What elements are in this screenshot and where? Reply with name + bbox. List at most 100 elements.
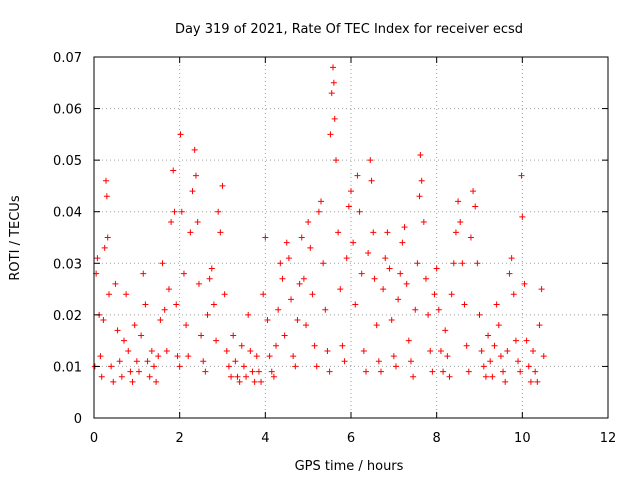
data-point xyxy=(104,234,111,241)
data-point xyxy=(354,172,361,179)
data-point xyxy=(326,368,333,375)
data-point xyxy=(386,265,393,272)
data-point xyxy=(255,368,262,375)
data-point xyxy=(195,280,202,287)
data-point xyxy=(187,229,194,236)
data-point xyxy=(213,337,220,344)
data-point xyxy=(521,280,528,287)
data-point xyxy=(206,275,213,282)
data-point xyxy=(215,208,222,215)
data-point xyxy=(204,311,211,318)
data-point xyxy=(384,229,391,236)
data-point xyxy=(300,275,307,282)
data-point xyxy=(365,249,372,256)
data-point xyxy=(120,337,127,344)
data-point xyxy=(358,270,365,277)
data-point xyxy=(356,208,363,215)
data-point xyxy=(518,172,525,179)
data-point xyxy=(315,208,322,215)
data-point xyxy=(327,131,334,138)
data-point xyxy=(148,347,155,354)
data-point xyxy=(429,368,436,375)
data-point xyxy=(465,368,472,375)
data-point xyxy=(495,322,502,329)
data-point xyxy=(416,193,423,200)
data-point xyxy=(333,157,340,164)
data-point xyxy=(273,342,280,349)
data-point xyxy=(288,296,295,303)
data-point xyxy=(116,358,123,365)
data-point xyxy=(138,332,145,339)
data-point xyxy=(146,373,153,380)
data-point xyxy=(444,353,451,360)
data-points xyxy=(91,64,547,385)
data-point xyxy=(170,167,177,174)
data-point xyxy=(482,373,489,380)
data-point xyxy=(330,64,337,71)
data-point xyxy=(98,373,105,380)
data-point xyxy=(279,275,286,282)
data-point xyxy=(112,280,119,287)
data-point xyxy=(144,358,151,365)
data-point xyxy=(283,239,290,246)
data-point xyxy=(97,353,104,360)
data-point xyxy=(368,177,375,184)
data-point xyxy=(110,378,117,385)
data-point xyxy=(497,353,504,360)
data-point xyxy=(401,224,408,231)
data-point xyxy=(168,219,175,226)
data-point xyxy=(171,208,178,215)
data-point xyxy=(392,363,399,370)
data-point xyxy=(523,337,530,344)
data-point xyxy=(519,213,526,220)
data-point xyxy=(285,255,292,262)
data-point xyxy=(500,368,507,375)
data-point xyxy=(512,337,519,344)
x-tick-label: 4 xyxy=(261,431,269,446)
data-point xyxy=(303,322,310,329)
data-point xyxy=(418,177,425,184)
data-point xyxy=(202,368,209,375)
y-tick-label: 0.03 xyxy=(53,257,82,272)
data-point xyxy=(375,358,382,365)
y-tick-label: 0.04 xyxy=(53,206,82,221)
y-tick-label: 0.07 xyxy=(53,51,82,66)
data-point xyxy=(133,358,140,365)
data-point xyxy=(435,306,442,313)
data-point xyxy=(502,378,509,385)
data-point xyxy=(228,373,235,380)
data-point xyxy=(476,311,483,318)
data-point xyxy=(437,347,444,354)
data-point xyxy=(298,234,305,241)
data-point xyxy=(341,358,348,365)
data-point xyxy=(223,347,230,354)
data-point xyxy=(335,229,342,236)
data-point xyxy=(530,347,537,354)
chart-title: Day 319 of 2021, Rate Of TEC Index for r… xyxy=(175,22,523,37)
data-point xyxy=(388,317,395,324)
data-point xyxy=(200,358,207,365)
data-point xyxy=(362,368,369,375)
data-point xyxy=(307,244,314,251)
data-point xyxy=(281,332,288,339)
data-point xyxy=(178,208,185,215)
data-point xyxy=(371,275,378,282)
data-point xyxy=(161,306,168,313)
data-point xyxy=(238,342,245,349)
data-point xyxy=(251,378,258,385)
data-point xyxy=(506,270,513,277)
data-point xyxy=(131,322,138,329)
x-tick-label: 6 xyxy=(347,431,355,446)
data-point xyxy=(463,342,470,349)
data-point xyxy=(457,219,464,226)
data-point xyxy=(260,291,267,298)
data-point xyxy=(198,332,205,339)
data-point xyxy=(455,198,462,205)
data-point xyxy=(345,203,352,210)
data-point xyxy=(339,342,346,349)
x-tick-label: 12 xyxy=(600,431,617,446)
data-point xyxy=(230,332,237,339)
data-point xyxy=(491,342,498,349)
data-point xyxy=(150,363,157,370)
data-point xyxy=(478,347,485,354)
